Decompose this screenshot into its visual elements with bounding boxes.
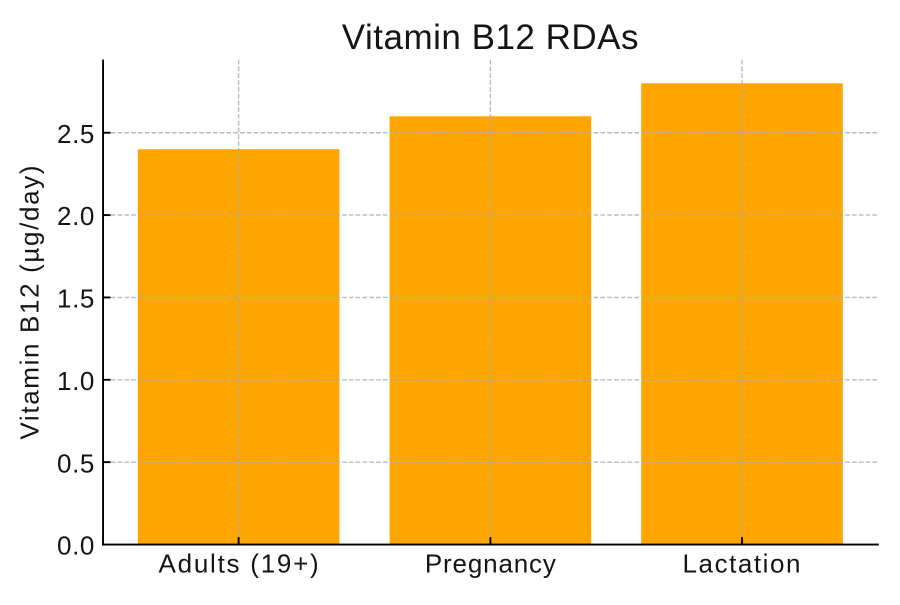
svg-text:Lactation: Lactation	[683, 549, 802, 579]
svg-text:Vitamin B12 RDAs: Vitamin B12 RDAs	[342, 18, 639, 57]
svg-text:Pregnancy: Pregnancy	[425, 549, 557, 579]
svg-text:0.5: 0.5	[57, 448, 95, 478]
svg-text:Adults (19+): Adults (19+)	[159, 549, 321, 579]
svg-text:Vitamin B12 (µg/day): Vitamin B12 (µg/day)	[15, 164, 45, 440]
svg-text:0.0: 0.0	[57, 531, 95, 561]
svg-text:2.0: 2.0	[57, 201, 95, 231]
svg-text:1.0: 1.0	[57, 366, 95, 396]
svg-text:2.5: 2.5	[57, 119, 95, 149]
svg-text:1.5: 1.5	[57, 284, 95, 314]
